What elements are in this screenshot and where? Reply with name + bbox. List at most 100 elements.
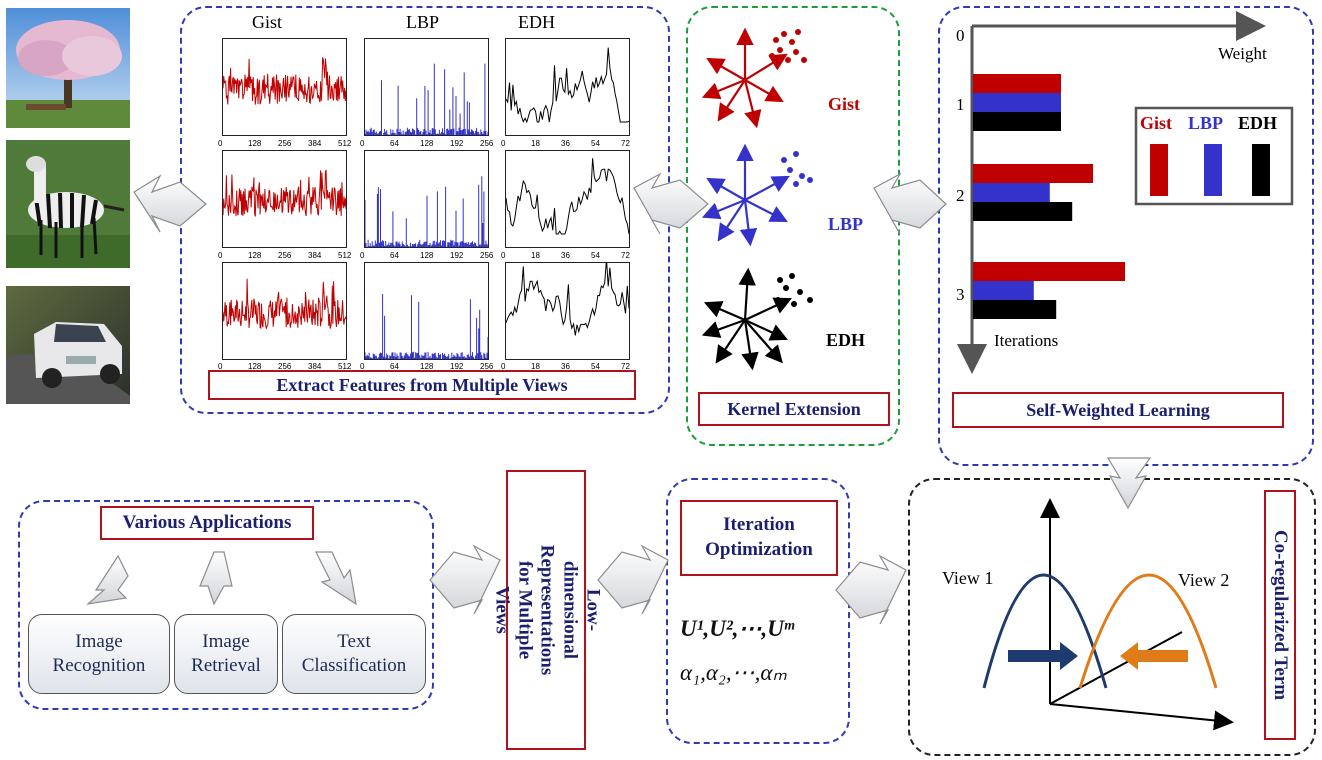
- view2-label: View 2: [1178, 570, 1230, 590]
- car-photo: [6, 286, 130, 404]
- flow-arrow-down: [1106, 457, 1152, 510]
- tick-label: 256: [480, 251, 494, 260]
- gist-signal-trace: [222, 169, 347, 217]
- tick-label: 0: [501, 362, 506, 371]
- tick-label: 54: [591, 139, 600, 148]
- weight-axis-label: Weight: [1218, 44, 1267, 63]
- self-weighted-caption: Self-Weighted Learning: [952, 392, 1284, 428]
- kernel-extension-caption: Kernel Extension: [698, 392, 890, 426]
- tick-label: 128: [420, 139, 434, 148]
- tick-label: 0: [218, 139, 223, 148]
- flow-arrow-app-3: [315, 551, 357, 606]
- tick-label: 384: [308, 251, 322, 260]
- edh-signal-trace: [505, 158, 630, 235]
- edh-signal-trace: [505, 259, 630, 336]
- edh-feature-plot: [505, 150, 630, 248]
- tick-label: 36: [561, 139, 570, 148]
- tick-label: 0: [360, 251, 365, 260]
- view1-curve: [982, 573, 1108, 689]
- gist-signal-trace: [222, 57, 347, 105]
- gist-feature-plot: [222, 150, 347, 248]
- tick-label: 512: [338, 362, 352, 371]
- view1-label: View 1: [942, 568, 994, 588]
- tick-label: 512: [338, 251, 352, 260]
- iteration-1-label: 1: [956, 95, 965, 114]
- flow-arrow-to-iteration: [835, 554, 907, 625]
- applications-panel: [18, 500, 434, 710]
- legend-gist-label: Gist: [1140, 113, 1173, 133]
- flow-arrow-app-2: [199, 551, 233, 606]
- tick-label: 18: [531, 251, 540, 260]
- weight-bar-lbp: [973, 93, 1061, 112]
- tick-label: 72: [621, 139, 630, 148]
- tick-label: 0: [360, 362, 365, 371]
- tick-label: 256: [278, 139, 292, 148]
- lbp-feature-plot: [364, 38, 489, 136]
- zebra-photo: [6, 140, 130, 268]
- gist-signal-trace: [222, 278, 347, 330]
- image-recognition-box: Image Recognition: [28, 614, 170, 694]
- lbp-signal-trace: [364, 176, 489, 247]
- view2-arrow: [1120, 642, 1188, 670]
- iteration-panel: [666, 478, 850, 744]
- tick-label: 128: [420, 362, 434, 371]
- tick-label: 128: [420, 251, 434, 260]
- view1-arrow: [1008, 642, 1078, 670]
- various-applications-caption: Various Applications: [100, 506, 314, 540]
- kernel-scatter-diagram: [701, 27, 813, 371]
- tick-label: 54: [591, 251, 600, 260]
- flow-arrow-input: [133, 174, 207, 233]
- tick-label: 128: [248, 139, 262, 148]
- edh-feature-plot: [505, 38, 630, 136]
- tick-label: 0: [360, 139, 365, 148]
- weight-bar-gist: [973, 74, 1061, 93]
- tick-label: 0: [501, 251, 506, 260]
- tick-label: 384: [308, 362, 322, 371]
- tick-label: 64: [390, 139, 399, 148]
- weight-bar-chart: [957, 11, 1294, 374]
- tick-label: 54: [591, 362, 600, 371]
- weight-bar-gist: [973, 262, 1125, 281]
- weight-bar-edh: [973, 300, 1057, 319]
- tick-label: 72: [621, 251, 630, 260]
- tick-label: 512: [338, 139, 352, 148]
- weight-axis-zero: 0: [956, 26, 965, 45]
- lbp-feature-plot: [364, 150, 489, 248]
- lbp-signal-trace: [364, 63, 489, 135]
- tick-label: 64: [390, 251, 399, 260]
- tick-label: 192: [450, 251, 464, 260]
- iteration-optimization-caption: Iteration Optimization: [680, 500, 838, 576]
- coregularized-caption-box: Co-regularized Term: [1264, 490, 1296, 740]
- legend-gist-swatch: [1150, 144, 1168, 196]
- iteration-2-label: 2: [956, 186, 965, 205]
- lbp-feature-plot: [364, 262, 489, 360]
- tick-label: 18: [531, 139, 540, 148]
- tick-label: 72: [621, 362, 630, 371]
- tick-label: 256: [278, 362, 292, 371]
- edh-column-title: EDH: [518, 12, 555, 32]
- edh-feature-plot: [505, 259, 630, 360]
- lbp-signal-trace: [364, 294, 489, 359]
- tick-label: 256: [480, 139, 494, 148]
- edh-signal-trace: [505, 47, 630, 124]
- legend-edh-label: EDH: [1238, 113, 1278, 133]
- gist-column-title: Gist: [252, 12, 283, 32]
- text-classification-box: Text Classification: [282, 614, 426, 694]
- flow-arrow-kernel: [633, 172, 709, 235]
- legend-lbp-label: LBP: [1188, 113, 1224, 133]
- image-retrieval-box: Image Retrieval: [174, 614, 278, 694]
- tick-label: 384: [308, 139, 322, 148]
- flow-arrow-to-applications: [429, 544, 501, 615]
- extract-features-caption: Extract Features from Multiple Views: [208, 370, 636, 400]
- tick-label: 0: [218, 362, 223, 371]
- gist-feature-plot: [222, 38, 347, 136]
- tick-label: 128: [248, 251, 262, 260]
- tick-label: 192: [450, 362, 464, 371]
- kernel-lbp-label: LBP: [828, 214, 864, 234]
- alpha-weights-formula: α₁,α₂,⋯,αₘ: [680, 660, 787, 685]
- gist-feature-plot: [222, 262, 347, 360]
- coregularized-diagram: [982, 498, 1234, 731]
- tick-label: 64: [390, 362, 399, 371]
- tick-label: 18: [531, 362, 540, 371]
